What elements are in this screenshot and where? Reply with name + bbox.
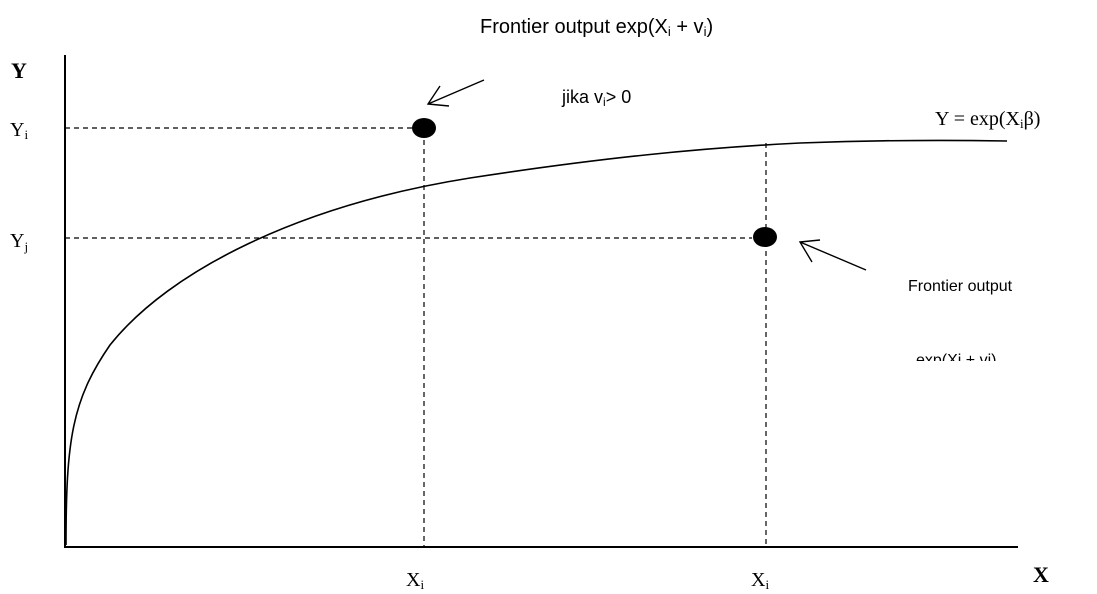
top-label: Frontier output exp(Xi + vi) xyxy=(480,16,713,39)
xi-label: Xi xyxy=(406,569,424,592)
right-label-line1: Frontier output xyxy=(908,278,1013,295)
curve-equation-label: Y = exp(Xiβ) xyxy=(935,108,1040,131)
arrow-to-lower-point xyxy=(798,239,867,271)
point-below-frontier xyxy=(753,227,777,247)
arrow-to-upper-point xyxy=(426,79,485,107)
point-above-frontier xyxy=(412,118,436,138)
xj-label: Xi xyxy=(751,569,769,592)
yi-label: Yi xyxy=(10,119,28,142)
frontier-curve xyxy=(65,139,1008,546)
condition-label: jika vi> 0 xyxy=(561,87,631,109)
yj-label: Yj xyxy=(10,230,28,254)
right-label-line2: exp(Xi + vi) xyxy=(916,352,996,369)
y-axis-label: Y xyxy=(11,58,27,83)
x-axis-label: X xyxy=(1033,562,1049,587)
